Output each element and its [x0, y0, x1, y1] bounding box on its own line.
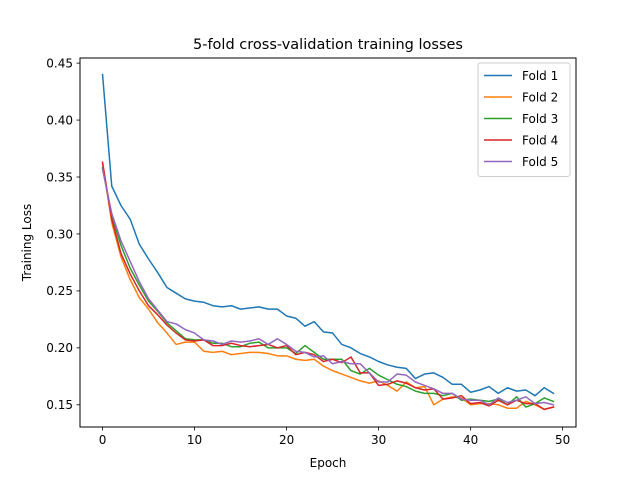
y-tick-label: 0.15: [46, 398, 73, 412]
y-tick-label: 0.40: [46, 113, 73, 127]
x-tick-label: 20: [279, 433, 294, 447]
axes-frame: [79, 57, 577, 428]
y-tick-label: 0.20: [46, 341, 73, 355]
legend-label: Fold 5: [522, 155, 558, 169]
y-tick-label: 0.45: [46, 56, 73, 70]
x-axis: 0 10 20 30 40 50: [99, 427, 570, 447]
legend-label: Fold 3: [522, 112, 558, 126]
y-axis: 0.15 0.20 0.25 0.30 0.35 0.40 0.45: [46, 56, 80, 412]
y-tick-label: 0.35: [46, 170, 73, 184]
series-line-fold-2: [101, 162, 555, 411]
x-tick-label: 30: [371, 433, 386, 447]
chart-title: 5-fold cross-validation training losses: [193, 37, 463, 53]
legend-box: [477, 62, 571, 177]
y-axis-label: Training Loss: [20, 204, 34, 282]
x-tick-label: 0: [99, 433, 107, 447]
legend: Fold 1 Fold 2 Fold 3 Fold 4 Fold 5: [477, 62, 571, 177]
series-line-fold-1: [101, 73, 555, 397]
plot-area: [101, 73, 555, 411]
x-axis-label: Epoch: [310, 456, 347, 470]
x-tick-label: 10: [187, 433, 202, 447]
series-line-fold-5: [101, 168, 555, 406]
y-tick-label: 0.30: [46, 227, 73, 241]
legend-label: Fold 2: [522, 90, 558, 104]
x-tick-label: 40: [463, 433, 478, 447]
y-tick-label: 0.25: [46, 284, 73, 298]
legend-label: Fold 4: [522, 133, 558, 147]
x-tick-label: 50: [555, 433, 570, 447]
legend-label: Fold 1: [522, 69, 558, 83]
